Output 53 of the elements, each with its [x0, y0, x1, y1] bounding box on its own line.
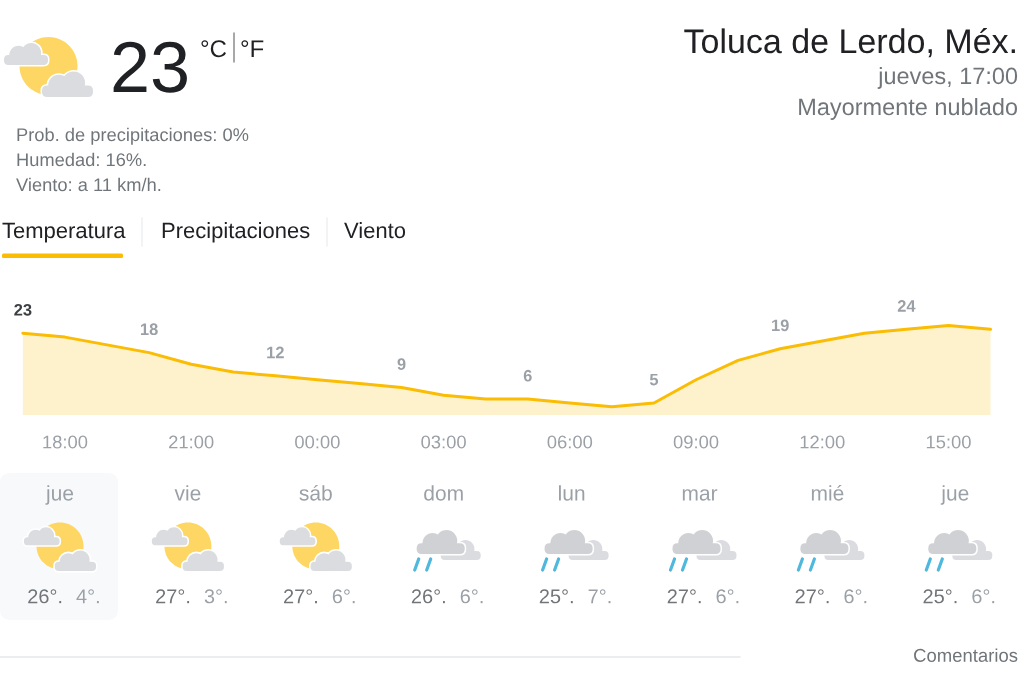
text: 4°.: [76, 589, 99, 604]
text: 6°.: [460, 589, 483, 604]
text: 27°.: [667, 589, 701, 604]
text: Humedad: 16%.: [17, 152, 146, 167]
text: jueves, 17:00: [877, 66, 1018, 89]
category-label: dom: [424, 485, 463, 501]
text: Toluca de Lerdo, Méx.: [684, 27, 1015, 58]
x-tick-label: 15:00: [926, 435, 971, 449]
data-label: 5: [649, 373, 659, 386]
category-label: vie: [174, 485, 201, 501]
data-label: 23: [14, 303, 32, 316]
text: Viento: [344, 222, 406, 239]
category-label: jue: [45, 485, 74, 505]
x-tick-label: 00:00: [295, 435, 340, 449]
category-label: jue: [940, 485, 969, 505]
data-label: 9: [397, 358, 406, 370]
text: Precipitaciones: [162, 222, 310, 243]
category-label: sáb: [299, 484, 332, 501]
x-tick-label: 06:00: [547, 435, 593, 449]
category-label: lun: [559, 485, 585, 501]
text: 27°.: [795, 589, 829, 604]
x-tick-label: 21:00: [169, 435, 214, 449]
text: °F: [241, 40, 264, 57]
text: 26°.: [411, 589, 445, 604]
text: 23: [113, 41, 187, 93]
data-label: 6: [523, 369, 532, 382]
text: 6°.: [972, 589, 995, 604]
text: Mayormente nublado: [799, 97, 1018, 120]
text: 26°.: [28, 589, 62, 604]
x-tick-label: 09:00: [673, 435, 719, 449]
text: 27°.: [156, 589, 190, 604]
data-label: 18: [140, 323, 158, 336]
text: 6°.: [844, 589, 867, 604]
text: 25°.: [539, 589, 573, 604]
data-label: 19: [772, 319, 789, 332]
x-tick-label: 18:00: [43, 435, 88, 449]
text: 6°.: [332, 589, 355, 604]
text: 3°.: [204, 589, 227, 604]
text: 27°.: [284, 589, 317, 604]
text: Temperatura: [2, 222, 126, 243]
data-label: 24: [897, 300, 916, 312]
text: Prob. de precipitaciones: 0%: [17, 127, 249, 145]
x-tick-label: 03:00: [421, 435, 466, 449]
text: Comentarios: [914, 648, 1018, 662]
data-label: 12: [267, 346, 284, 359]
text: 25°.: [923, 589, 957, 604]
category-label: mar: [682, 489, 718, 501]
text: 7°.: [588, 589, 611, 604]
text: Viento: a 11 km/h.: [16, 177, 161, 192]
x-tick-label: 12:00: [800, 435, 845, 449]
category-label: mié: [811, 484, 844, 501]
text: °C: [201, 40, 227, 58]
text: 6°.: [716, 589, 739, 604]
